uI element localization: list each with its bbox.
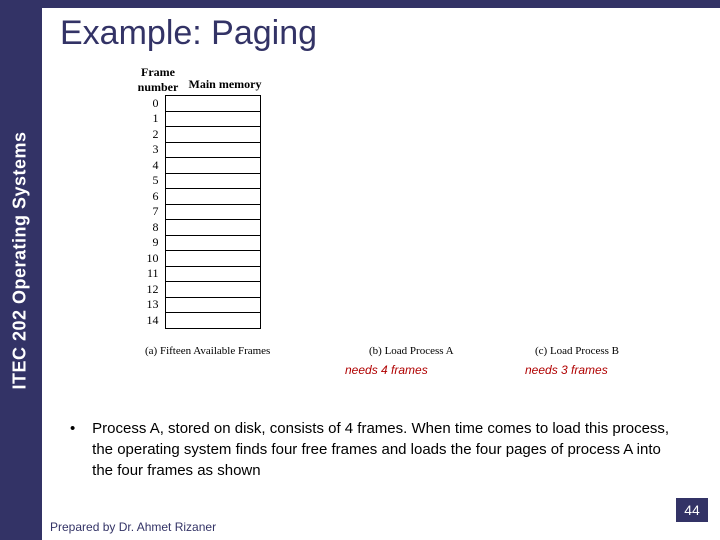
frame-number: 3 [143,142,165,158]
memory-cell [165,235,260,251]
frame-number: 13 [143,297,165,313]
needs-label-a: needs 4 frames [345,363,428,377]
memory-cell [165,266,260,282]
frame-number: 9 [143,235,165,251]
memory-cell [165,111,260,127]
memory-cell [165,173,260,189]
top-stripe [0,0,720,8]
frame-number: 6 [143,189,165,205]
caption-a: (a) Fifteen Available Frames [145,345,270,357]
frame-number: 2 [143,127,165,143]
frame-number: 14 [143,313,165,329]
memory-cell [165,313,260,329]
frame-number-header: Framenumber [133,65,183,95]
frame-number: 11 [143,266,165,282]
frame-number: 7 [143,204,165,220]
memory-cell [165,127,260,143]
page-number: 44 [676,498,708,522]
memory-cell [165,297,260,313]
frame-number: 12 [143,282,165,298]
memory-cell [165,158,260,174]
needs-label-b: needs 3 frames [525,363,608,377]
caption-c: (c) Load Process B [535,345,619,357]
bullet-content: Process A, stored on disk, consists of 4… [92,418,672,481]
caption-b: (b) Load Process A [369,345,454,357]
course-label: ITEC 202 Operating Systems [10,51,31,471]
bullet-dot: • [70,418,88,439]
frame-number: 5 [143,173,165,189]
memory-cell [165,96,260,112]
memory-cell [165,142,260,158]
memory-cell [165,204,260,220]
frame-number: 1 [143,111,165,127]
memory-cell [165,282,260,298]
frame-number: 0 [143,96,165,112]
page-title: Example: Paging [60,14,317,53]
frame-number: 10 [143,251,165,267]
memory-cell [165,251,260,267]
main-memory-header: Main memory [185,77,265,92]
memory-cell [165,220,260,236]
footer-author: Prepared by Dr. Ahmet Rizaner [50,520,216,534]
memory-cell [165,189,260,205]
figure-area: Framenumber Main memory 0123456789101112… [85,65,645,385]
frame-number: 8 [143,220,165,236]
bullet-paragraph: • Process A, stored on disk, consists of… [70,418,680,481]
frames-table: 01234567891011121314 [143,95,261,329]
frame-number: 4 [143,158,165,174]
